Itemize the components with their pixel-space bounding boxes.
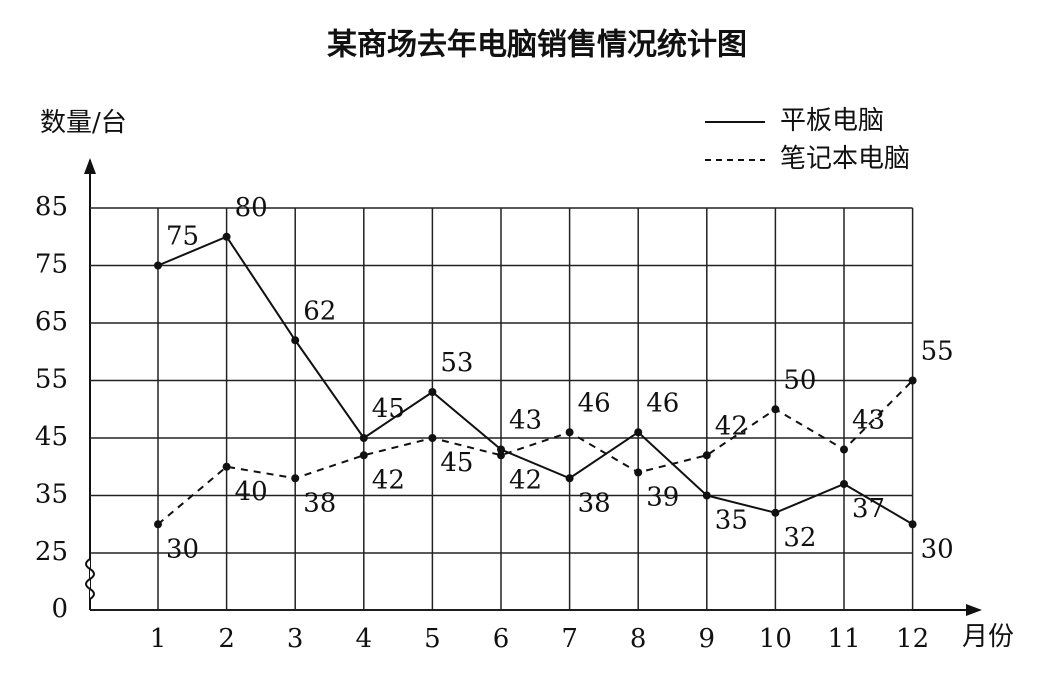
x-tick-label: 5: [424, 624, 441, 654]
data-label: 43: [852, 406, 885, 436]
x-tick-label: 3: [287, 624, 304, 654]
data-label: 38: [578, 488, 611, 518]
legend-label: 平板电脑: [780, 106, 884, 136]
y-tick-label: 55: [35, 365, 68, 395]
y-arrow: [84, 158, 96, 174]
x-tick-label: 7: [561, 624, 578, 654]
x-arrow: [966, 604, 982, 616]
data-label: 80: [235, 193, 268, 223]
data-label: 45: [372, 394, 405, 424]
x-tick-label: 9: [699, 624, 716, 654]
data-label: 30: [921, 534, 954, 564]
point: [771, 405, 780, 414]
data-label: 42: [715, 411, 748, 441]
point: [908, 520, 917, 529]
series-line: [157, 379, 914, 526]
y-tick-label: 0: [51, 594, 68, 624]
data-label: 75: [166, 222, 199, 252]
point: [565, 428, 574, 437]
point: [222, 232, 231, 241]
data-label: 40: [235, 477, 268, 507]
point: [428, 434, 437, 442]
x-tick-label: 4: [356, 624, 373, 654]
x-tick-label: 8: [630, 624, 647, 654]
data-label: 38: [303, 488, 336, 518]
data-label: 42: [372, 465, 405, 495]
data-label: 42: [509, 465, 542, 495]
x-axis-label: 月份: [962, 622, 1014, 652]
data-label: 30: [166, 534, 199, 564]
y-tick-label: 75: [35, 250, 68, 280]
y-tick-label: 45: [35, 422, 68, 452]
data-label: 46: [578, 388, 611, 418]
point: [154, 261, 162, 270]
point: [771, 508, 780, 517]
point: [497, 445, 505, 454]
data-label: 32: [783, 523, 816, 553]
axis-break: [85, 558, 95, 600]
data-label: 39: [646, 483, 679, 513]
data-label: 53: [440, 348, 473, 378]
data-label: 35: [715, 506, 748, 536]
point: [291, 474, 300, 483]
point: [497, 451, 505, 460]
point: [634, 468, 643, 477]
data-label: 50: [783, 365, 816, 395]
point: [291, 336, 300, 345]
x-tick-label: 10: [759, 624, 792, 654]
point: [908, 376, 917, 385]
point: [840, 480, 848, 488]
x-tick-label: 1: [150, 624, 167, 654]
series-line: [157, 235, 914, 526]
data-label: 46: [646, 388, 679, 418]
y-tick-label: 85: [35, 192, 68, 222]
point: [428, 388, 437, 396]
x-tick-label: 2: [218, 624, 235, 654]
data-label: 45: [440, 448, 473, 478]
point: [565, 474, 574, 483]
point: [359, 451, 368, 460]
data-label: 37: [852, 494, 885, 524]
point: [840, 445, 848, 454]
chart-title: 某商场去年电脑销售情况统计图: [327, 28, 747, 63]
x-tick-label: 6: [493, 624, 510, 654]
y-tick-label: 65: [35, 307, 68, 337]
y-tick-label: 35: [35, 480, 68, 510]
data-label: 55: [921, 337, 954, 367]
legend-label: 笔记本电脑: [780, 144, 910, 174]
data-label: 43: [509, 406, 542, 436]
data-label: 62: [303, 296, 336, 326]
y-axis-label: 数量/台: [40, 108, 127, 138]
point: [702, 451, 711, 460]
point: [154, 520, 162, 529]
point: [359, 434, 368, 442]
point: [634, 428, 643, 437]
y-tick-label: 25: [35, 537, 68, 567]
point: [702, 491, 711, 500]
point: [222, 462, 231, 471]
x-tick-label: 12: [896, 624, 929, 654]
x-tick-label: 11: [827, 624, 860, 654]
